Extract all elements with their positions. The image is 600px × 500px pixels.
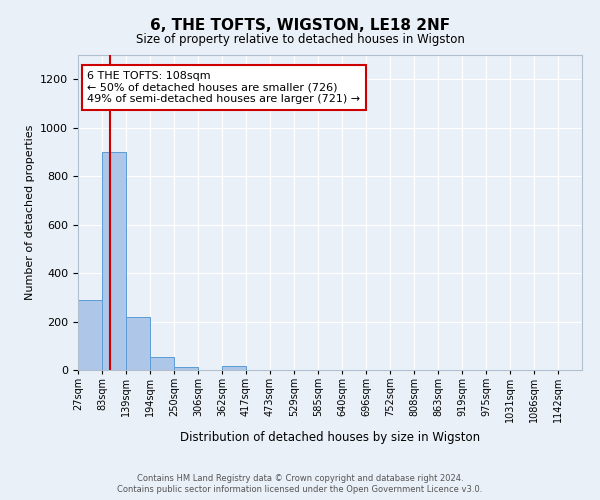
Y-axis label: Number of detached properties: Number of detached properties [25,125,35,300]
Bar [150,356,174,370]
Text: Contains HM Land Registry data © Crown copyright and database right 2024.
Contai: Contains HM Land Registry data © Crown c… [118,474,482,494]
Text: Size of property relative to detached houses in Wigston: Size of property relative to detached ho… [136,32,464,46]
Text: 6, THE TOFTS, WIGSTON, LE18 2NF: 6, THE TOFTS, WIGSTON, LE18 2NF [150,18,450,32]
Bar [78,300,102,370]
Bar [102,152,126,370]
Bar [126,316,150,370]
X-axis label: Distribution of detached houses by size in Wigston: Distribution of detached houses by size … [180,430,480,444]
Bar [174,367,198,370]
Bar [222,366,246,370]
Text: 6 THE TOFTS: 108sqm
← 50% of detached houses are smaller (726)
49% of semi-detac: 6 THE TOFTS: 108sqm ← 50% of detached ho… [87,70,360,104]
